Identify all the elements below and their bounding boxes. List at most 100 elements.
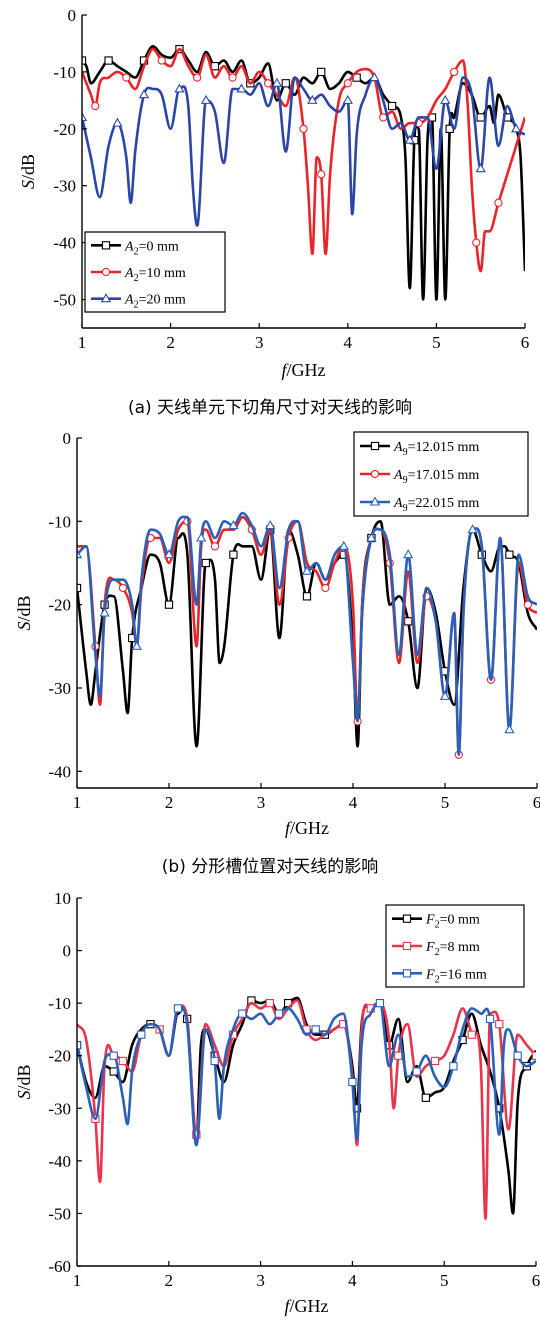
series-line-3: [82, 76, 525, 227]
data-point: [281, 79, 290, 88]
data-point: [421, 1093, 430, 1102]
y-tick-label: -10: [48, 512, 71, 531]
data-point: [485, 1014, 495, 1024]
data-point: [271, 77, 283, 87]
data-point: [122, 73, 131, 82]
y-tick-label: -60: [48, 1257, 71, 1276]
x-tick-label: 5: [441, 793, 450, 812]
data-point: [343, 79, 352, 88]
y-axis-label: S/dB: [18, 154, 38, 189]
x-tick-label: 3: [255, 333, 264, 352]
data-point: [321, 583, 330, 593]
data-point: [513, 1051, 522, 1060]
x-tick-label: 5: [432, 333, 441, 352]
data-point: [91, 101, 100, 111]
data-point: [404, 617, 413, 626]
y-tick-label: -10: [48, 994, 71, 1013]
data-point: [317, 67, 326, 77]
data-point: [369, 72, 380, 82]
y-tick-label: 0: [68, 6, 77, 25]
x-tick-label: 6: [532, 1271, 540, 1290]
data-point: [338, 540, 349, 550]
data-point: [99, 607, 110, 617]
data-point: [366, 532, 377, 542]
legend-label-2: A2=10 mm: [124, 266, 186, 284]
data-point: [238, 1009, 247, 1018]
data-point: [302, 592, 312, 601]
data-point: [265, 519, 276, 530]
data-point: [510, 123, 522, 133]
series-markers-3: [77, 519, 515, 734]
data-point: [82, 111, 88, 121]
data-point: [311, 1025, 320, 1034]
series-markers-3: [77, 998, 522, 1087]
data-point: [375, 998, 385, 1008]
legend-marker: [100, 293, 112, 303]
y-tick-label: -30: [48, 1099, 71, 1118]
series-group: [82, 44, 525, 301]
x-tick-label: 5: [440, 1271, 449, 1290]
y-tick-label: 0: [63, 942, 72, 961]
data-point: [192, 1130, 201, 1139]
y-tick-label: 10: [54, 889, 71, 908]
data-point: [137, 1030, 146, 1039]
data-point: [449, 1062, 458, 1071]
data-point: [173, 1004, 183, 1013]
data-point: [504, 724, 515, 734]
data-point: [228, 73, 237, 82]
data-point: [403, 549, 414, 559]
data-point: [449, 67, 459, 77]
figure-caption: (b) 分形槽位置对天线的影响: [162, 857, 378, 877]
legend: A2=0 mm A2=10 mm A2=20 mm: [84, 231, 226, 313]
data-point: [439, 690, 451, 700]
data-point: [229, 550, 238, 559]
chart-panel-2: 1 2 3 4 5 6 0 -10 -20 -30 -40 f/GHz S/dB A9=12.015 mm…: [14, 429, 540, 877]
legend-label-1: F2=0 mm: [425, 913, 480, 931]
data-point: [475, 163, 486, 173]
x-tick-label: 4: [349, 793, 358, 812]
x-tick-label: 4: [344, 333, 353, 352]
data-point: [109, 1051, 118, 1060]
legend-label-2: A9=17.015 mm: [393, 468, 479, 486]
data-point: [77, 549, 83, 559]
x-tick-label: 2: [165, 1271, 174, 1290]
data-point: [317, 170, 326, 179]
legend-marker: [370, 469, 380, 479]
series-line-3: [77, 1001, 536, 1147]
series-markers-2: [91, 998, 536, 1139]
series-markers-2: [91, 56, 503, 247]
data-point: [523, 600, 532, 609]
y-tick-label: -40: [48, 762, 71, 781]
y-tick-label: -20: [53, 120, 76, 139]
legend-label-3: F2=16 mm: [425, 967, 487, 985]
y-tick-label: -30: [48, 679, 71, 698]
data-point: [476, 113, 485, 122]
data-point: [210, 542, 220, 551]
data-point: [263, 79, 273, 88]
y-tick-label: -40: [53, 234, 76, 253]
data-point: [467, 1030, 476, 1039]
data-point: [193, 73, 202, 82]
x-tick-label: 2: [165, 793, 174, 812]
data-point: [138, 89, 150, 99]
data-point: [131, 640, 142, 650]
data-point: [494, 198, 503, 207]
legend-label-1: A9=12.015 mm: [393, 440, 479, 458]
data-point: [228, 519, 239, 530]
data-point: [387, 101, 397, 111]
data-point: [495, 1020, 504, 1029]
data-point: [196, 532, 207, 542]
data-point: [157, 56, 166, 65]
y-tick-label: -50: [53, 291, 76, 310]
legend-label-3: A2=20 mm: [124, 293, 186, 311]
data-point: [440, 94, 451, 104]
y-tick-label: -20: [48, 596, 71, 615]
x-tick-label: 2: [166, 333, 175, 352]
data-point: [505, 550, 514, 559]
y-tick-label: -40: [48, 1152, 71, 1171]
legend-marker: [370, 441, 380, 451]
y-tick-label: -10: [53, 63, 76, 82]
data-point: [104, 56, 113, 65]
